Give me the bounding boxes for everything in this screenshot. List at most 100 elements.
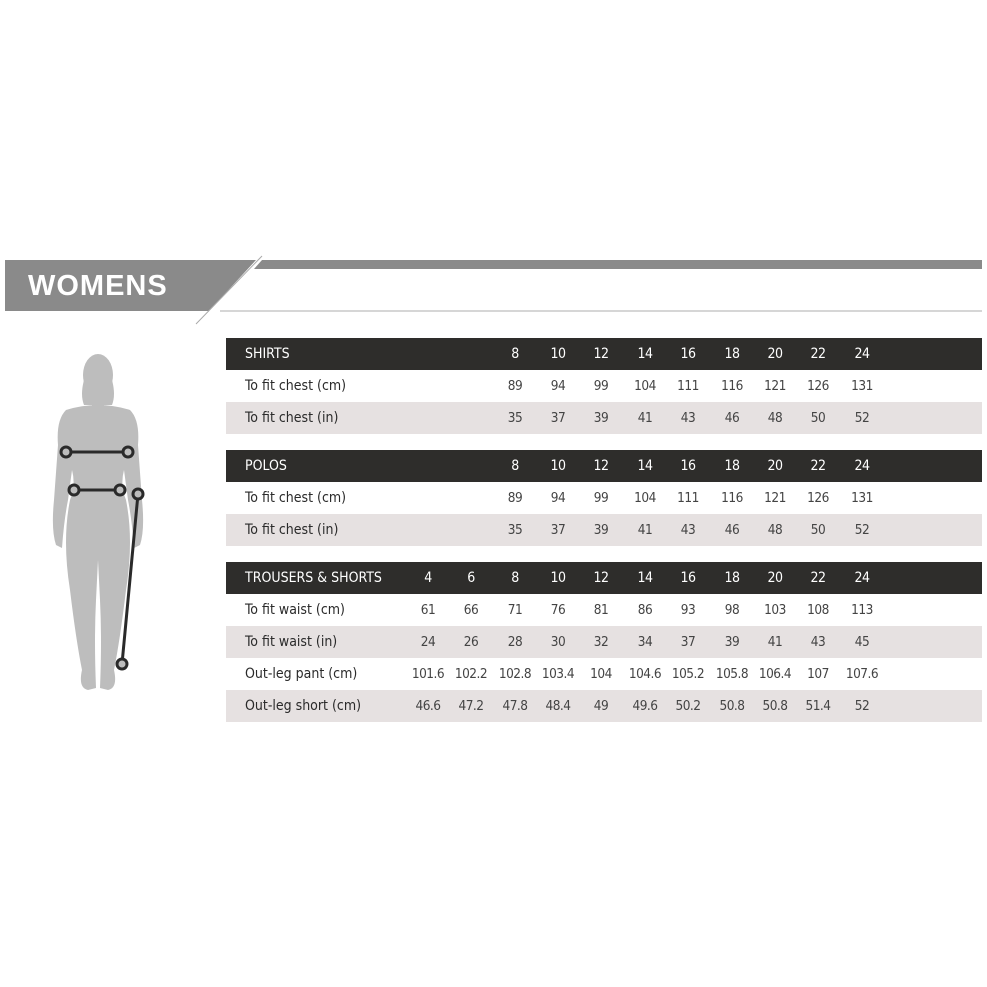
- value-cell: 86: [637, 602, 653, 618]
- value-cell: 104.6: [628, 666, 662, 682]
- value-cell: 49.6: [632, 698, 658, 714]
- value-cell: 26: [463, 634, 479, 650]
- section-title: WOMENS: [28, 270, 168, 302]
- female-body-measurement-icon: [52, 354, 145, 690]
- value-cell: 104: [590, 666, 612, 682]
- value-cell: 46: [724, 410, 740, 426]
- value-cell: 48.4: [545, 698, 571, 714]
- value-cell: 104: [634, 378, 656, 394]
- value-cell: 39: [593, 522, 609, 538]
- value-cell: 43: [680, 522, 696, 538]
- size-header-cell: 10: [550, 458, 566, 474]
- table-header-row: SHIRTS 8 10 12 14 16 18 20 22 24: [226, 338, 982, 370]
- value-cell: 126: [807, 490, 829, 506]
- value-cell: 50: [810, 410, 826, 426]
- value-cell: 105.2: [671, 666, 705, 682]
- size-header-cell: 8: [511, 346, 519, 362]
- table-header-label: SHIRTS: [245, 346, 290, 362]
- value-cell: 47.8: [502, 698, 528, 714]
- size-header-cell: 16: [680, 458, 696, 474]
- size-header-cell: 22: [810, 458, 826, 474]
- size-header-cell: 6: [467, 570, 475, 586]
- size-header-cell: 24: [854, 570, 870, 586]
- value-cell: 43: [810, 634, 826, 650]
- value-cell: 66: [463, 602, 479, 618]
- size-header-cell: 12: [593, 458, 609, 474]
- size-header-cell: 14: [637, 570, 653, 586]
- table-row: To fit chest (cm) 89 94 99 104 111 116 121 126 13…: [226, 370, 982, 402]
- size-header-cell: 18: [724, 346, 740, 362]
- value-cell: 71: [507, 602, 523, 618]
- table-header-row: TROUSERS & SHORTS 4 6 8 10 12 14 16 18 20 22 24: [226, 562, 982, 594]
- size-header-cell: 20: [767, 346, 783, 362]
- value-cell: 93: [680, 602, 696, 618]
- value-cell: 116: [721, 490, 743, 506]
- value-cell: 89: [507, 490, 523, 506]
- value-cell: 37: [550, 410, 566, 426]
- size-header-cell: 4: [424, 570, 432, 586]
- value-cell: 113: [851, 602, 873, 618]
- value-cell: 61: [420, 602, 436, 618]
- size-header-cell: 10: [550, 346, 566, 362]
- value-cell: 89: [507, 378, 523, 394]
- table-row: To fit chest (in) 35 37 39 41 43 46 48 50 52: [226, 514, 982, 546]
- section-banner: [5, 255, 982, 325]
- size-header-cell: 14: [637, 458, 653, 474]
- table-row: To fit chest (in) 35 37 39 41 43 46 48 50 52: [226, 402, 982, 434]
- size-header-cell: 24: [854, 458, 870, 474]
- value-cell: 37: [550, 522, 566, 538]
- table-row: To fit waist (cm) 61 66 71 76 81 86 93 98 103 108 1…: [226, 594, 982, 626]
- value-cell: 99: [593, 378, 609, 394]
- value-cell: 52: [854, 410, 870, 426]
- value-cell: 41: [637, 410, 653, 426]
- size-table-shirts: SHIRTS 8 10 12 14 16 18 20 22 24 To fit chest (cm)…: [226, 338, 982, 434]
- row-label: To fit waist (in): [245, 634, 338, 650]
- size-header-cell: 18: [724, 458, 740, 474]
- table-row: To fit waist (in) 24 26 28 30 32 34 37 39 41 43 45: [226, 626, 982, 658]
- value-cell: 50.8: [719, 698, 745, 714]
- value-cell: 47.2: [458, 698, 484, 714]
- value-cell: 101.6: [411, 666, 445, 682]
- value-cell: 30: [550, 634, 566, 650]
- value-cell: 104: [634, 490, 656, 506]
- row-label: To fit chest (cm): [245, 378, 347, 394]
- value-cell: 111: [677, 378, 699, 394]
- value-cell: 48: [767, 410, 783, 426]
- table-header-label: POLOS: [245, 458, 287, 474]
- value-cell: 37: [680, 634, 696, 650]
- value-cell: 94: [550, 490, 566, 506]
- table-row: Out-leg short (cm) 46.6 47.2 47.8 48.4 49 49.6…: [226, 690, 982, 722]
- value-cell: 24: [420, 634, 436, 650]
- value-cell: 105.8: [715, 666, 749, 682]
- size-header-cell: 22: [810, 570, 826, 586]
- size-header-cell: 10: [550, 570, 566, 586]
- size-header-cell: 12: [593, 346, 609, 362]
- table-header-row: POLOS 8 10 12 14 16 18 20 22 24: [226, 450, 982, 482]
- value-cell: 50.2: [675, 698, 701, 714]
- value-cell: 52: [854, 522, 870, 538]
- value-cell: 111: [677, 490, 699, 506]
- value-cell: 52: [854, 698, 870, 714]
- table-row: To fit chest (cm) 89 94 99 104 111 116 121 126 13…: [226, 482, 982, 514]
- value-cell: 39: [724, 634, 740, 650]
- value-cell: 94: [550, 378, 566, 394]
- value-cell: 107.6: [845, 666, 879, 682]
- value-cell: 46: [724, 522, 740, 538]
- value-cell: 35: [507, 410, 523, 426]
- value-cell: 50.8: [762, 698, 788, 714]
- size-header-cell: 18: [724, 570, 740, 586]
- value-cell: 48: [767, 522, 783, 538]
- value-cell: 107: [807, 666, 829, 682]
- row-label: To fit chest (cm): [245, 490, 347, 506]
- table-header-label: TROUSERS & SHORTS: [245, 570, 382, 586]
- row-label: To fit chest (in): [245, 410, 339, 426]
- value-cell: 35: [507, 522, 523, 538]
- value-cell: 34: [637, 634, 653, 650]
- size-header-cell: 22: [810, 346, 826, 362]
- size-header-cell: 8: [511, 570, 519, 586]
- size-header-cell: 16: [680, 570, 696, 586]
- value-cell: 103.4: [541, 666, 575, 682]
- value-cell: 102.2: [454, 666, 488, 682]
- value-cell: 41: [767, 634, 783, 650]
- value-cell: 50: [810, 522, 826, 538]
